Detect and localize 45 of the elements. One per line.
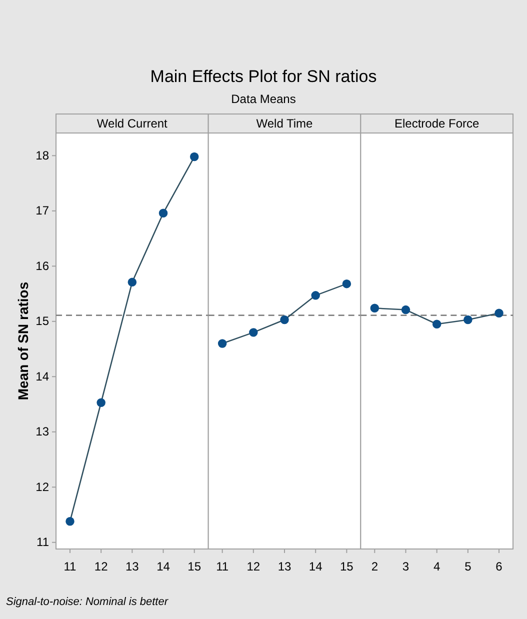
point [432, 320, 442, 329]
x-tick-label: 12 [246, 559, 260, 574]
point [190, 152, 199, 162]
y-tick-label: 18 [36, 148, 50, 162]
x-tick-label: 11 [64, 559, 77, 574]
x-axis-title: Electrode Force [394, 116, 480, 130]
x-axis-title: Weld Current [96, 116, 168, 130]
point [494, 308, 504, 318]
x-tick-label: 5 [464, 559, 472, 574]
x-tick-label: 14 [156, 559, 170, 574]
text: Main Effects Plot for SN ratios [150, 67, 377, 86]
point [158, 208, 168, 218]
x-tick-label: 13 [278, 559, 292, 574]
point [401, 305, 410, 314]
point [128, 278, 137, 287]
y-tick-label: 12 [36, 480, 50, 494]
x-tick-label: 13 [125, 559, 140, 574]
y-tick-label: 14 [36, 369, 50, 384]
y-tick-label: 11 [36, 535, 50, 550]
y-tick-label: 17 [36, 204, 50, 218]
point [280, 315, 289, 324]
point [464, 315, 472, 324]
y-tick-label: 13 [36, 424, 50, 439]
chart-subtitle: Data Means [231, 92, 296, 106]
point [96, 398, 106, 407]
x-tick-label: 6 [496, 559, 503, 574]
x-tick-label: 2 [371, 559, 378, 574]
x-tick-label: 12 [94, 559, 108, 574]
y-tick-label: 16 [36, 258, 50, 273]
point [218, 339, 227, 348]
point [311, 291, 320, 300]
text: Signal-to-noise: Nominal is better [6, 596, 170, 608]
x-tick-label: 15 [340, 559, 354, 574]
point [370, 304, 380, 312]
point [342, 279, 352, 288]
x-tick-label: 3 [402, 559, 410, 574]
x-tick-label: 15 [188, 559, 202, 574]
x-tick-label: 4 [433, 559, 440, 574]
point [249, 328, 258, 337]
y-tick-label: 15 [36, 314, 50, 328]
x-axis-title: Weld Time [256, 116, 314, 130]
x-tick-label: 11 [216, 559, 229, 574]
y-axis-title: Mean of SN ratios [15, 282, 31, 400]
x-tick-label: 14 [308, 559, 323, 574]
point [66, 517, 74, 526]
